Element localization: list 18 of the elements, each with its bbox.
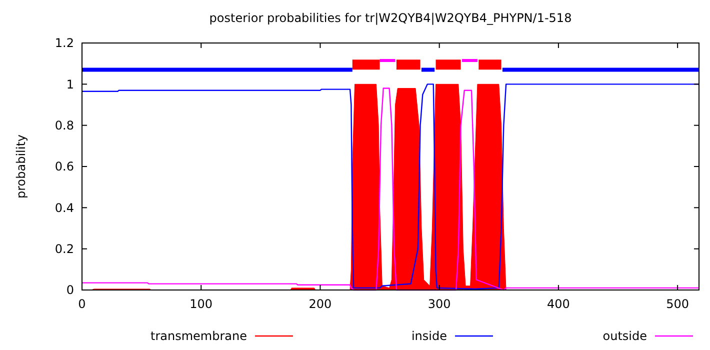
- y-tick-label: 1.2: [54, 36, 74, 50]
- legend-label: transmembrane: [150, 329, 247, 344]
- legend-label: outside: [602, 329, 647, 344]
- y-tick-label: 0.4: [54, 200, 74, 215]
- x-tick-label: 100: [190, 297, 213, 311]
- chart-title: posterior probabilities for tr|W2QYB4|W2QYB4_PHYPN/1-518: [209, 11, 572, 25]
- y-tick-label: 0.6: [54, 160, 74, 174]
- y-tick-label: 0: [66, 283, 74, 298]
- legend-label: inside: [411, 329, 447, 344]
- x-tick-label: 400: [546, 297, 570, 311]
- y-tick-label: 0.2: [54, 242, 74, 256]
- y-tick-label: 1: [66, 77, 74, 92]
- y-tick-label: 0.8: [54, 118, 74, 133]
- x-tick-label: 0: [78, 297, 86, 311]
- x-tick-label: 500: [666, 297, 690, 311]
- x-tick-label: 200: [308, 297, 332, 311]
- x-tick-label: 300: [428, 297, 451, 311]
- y-axis-title: probability: [14, 134, 28, 199]
